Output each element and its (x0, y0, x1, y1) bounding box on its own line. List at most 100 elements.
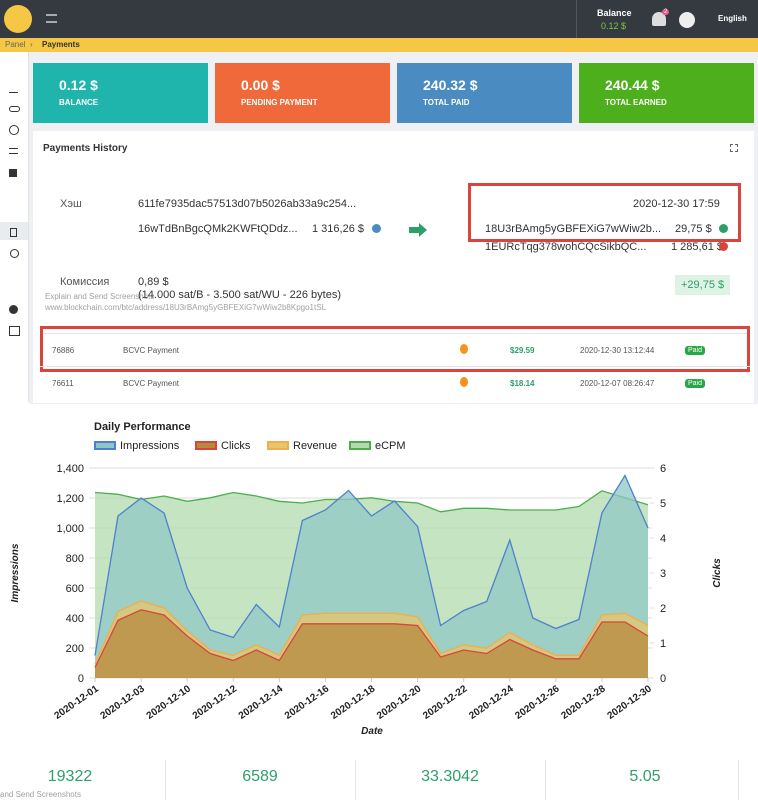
card-label: PENDING PAYMENT (241, 98, 318, 107)
nav-icon[interactable] (9, 148, 18, 154)
x-tick-label: 2020-12-26 (513, 683, 562, 722)
legend-label: eCPM (375, 440, 406, 452)
breadcrumb-sep: › (30, 40, 33, 49)
watermark: www.blockchain.com/btc/address/18U3rBAmg… (45, 303, 327, 312)
highlight-box (40, 326, 750, 372)
tx-hash[interactable]: 611fe7935dac57513d07b5026ab33a9c254... (138, 198, 357, 210)
payment-name: BCVC Payment (123, 346, 180, 355)
notification-badge: 2 (662, 9, 670, 15)
arrow-body (409, 227, 419, 233)
y2-tick-label: 2 (660, 603, 666, 615)
nav-active[interactable] (0, 222, 28, 240)
top-bar: Balance 0.12 $ 2 English (0, 0, 758, 38)
tx-date: 2020-12-30 17:59 (633, 198, 720, 210)
legend-swatch (94, 441, 116, 450)
globe-icon[interactable] (719, 224, 728, 233)
legend-swatch (195, 441, 217, 450)
globe-icon[interactable] (372, 224, 381, 233)
x-tick-label: 2020-12-10 (145, 683, 194, 722)
card-pending: 0.00 $ PENDING PAYMENT (215, 63, 390, 123)
payment-row[interactable]: 76886 BCVC Payment $29.59 2020-12-30 13:… (40, 333, 750, 368)
y-tick-label: 200 (66, 643, 84, 655)
card-value: 240.44 $ (605, 77, 660, 93)
x-tick-label: 2020-12-18 (329, 683, 378, 722)
stat-earnings: 33.3042 (421, 768, 479, 785)
received-amount: +29,75 $ (675, 275, 731, 295)
sidebar (0, 52, 29, 402)
fee: 0,89 $ (138, 276, 169, 288)
chart-title: Daily Performance (94, 421, 191, 433)
language[interactable]: English (718, 14, 747, 23)
nav-icon[interactable] (9, 326, 20, 336)
card-label: BALANCE (59, 98, 99, 107)
change-amount: 1 285,61 $ (671, 241, 723, 253)
breadcrumb-item: Payments (42, 40, 80, 49)
change-address[interactable]: 1EURcTqg378wohCQcSikbQC... (485, 241, 647, 253)
series-line (94, 474, 649, 656)
bell-icon[interactable] (652, 12, 666, 26)
payment-amount: $18.14 (510, 379, 535, 388)
chart: Daily Performance Date Impressions Click… (10, 421, 723, 737)
legend-swatch (267, 441, 289, 450)
y-tick-label: 600 (66, 583, 84, 595)
x-tick-label: 2020-12-14 (237, 683, 286, 722)
stat-impressions: 19322 (47, 768, 93, 785)
balance-value: 0.12 $ (601, 21, 627, 31)
separator (738, 760, 739, 800)
legend-label: Impressions (120, 440, 180, 452)
to-address[interactable]: 18U3rBAmg5yGBFEXiG7wWiw2b... (485, 223, 662, 235)
nav-icon[interactable] (9, 169, 17, 177)
globe-icon[interactable] (719, 242, 728, 251)
separator (165, 760, 166, 800)
nav-icon[interactable] (10, 228, 17, 237)
status-badge: Paid (685, 346, 706, 355)
y2-tick-label: 3 (660, 568, 666, 580)
x-axis-title: Date (361, 726, 383, 737)
nav-icon[interactable] (9, 125, 19, 135)
nav-icon[interactable] (9, 305, 18, 314)
x-tick-label: 2020-12-24 (467, 683, 516, 722)
x-tick-label: 2020-12-22 (421, 683, 470, 722)
payment-amount: $29.59 (510, 346, 535, 355)
y-tick-label: 1,000 (56, 523, 84, 535)
user-icon[interactable] (679, 12, 695, 28)
separator (545, 760, 546, 800)
from-amount: 1 316,26 $ (312, 223, 364, 235)
panel-title: Payments History (43, 143, 128, 154)
menu-toggle[interactable] (46, 14, 57, 23)
breadcrumb: Panel › Payments (0, 38, 758, 52)
nav-icon[interactable] (9, 88, 18, 93)
stat-clicks: 6589 (242, 768, 278, 785)
x-tick-label: 2020-12-30 (606, 683, 655, 722)
to-amount: 29,75 $ (675, 223, 712, 235)
payment-date: 2020-12-30 13:12:44 (580, 346, 655, 355)
y-tick-label: 800 (66, 553, 84, 565)
expand-icon[interactable] (730, 144, 738, 152)
payment-row[interactable]: 76611 BCVC Payment $18.14 2020-12-07 08:… (40, 366, 750, 401)
area-fill (95, 475, 648, 678)
y-tick-label: 0 (78, 673, 84, 685)
series-line (94, 600, 649, 665)
x-tick-label: 2020-12-20 (375, 683, 424, 722)
series-line (94, 490, 649, 513)
card-label: TOTAL EARNED (605, 98, 667, 107)
logo[interactable] (4, 5, 32, 33)
hash-label: Хэш (60, 198, 82, 210)
x-tick-label: 2020-12-03 (99, 683, 148, 722)
nav-icon[interactable] (9, 106, 20, 112)
card-label: TOTAL PAID (423, 98, 470, 107)
y2-tick-label: 1 (660, 638, 666, 650)
from-address[interactable]: 16wTdBnBgcQMk2KWFtQDdz... (138, 223, 298, 235)
separator (355, 760, 356, 800)
breadcrumb-item[interactable]: Panel (5, 40, 26, 49)
x-tick-label: 2020-12-01 (53, 683, 102, 722)
y2-tick-label: 5 (660, 498, 666, 510)
stat-ecpm: 5.05 (629, 768, 661, 785)
card-value: 0.12 $ (59, 77, 98, 93)
y2-axis-title: Clicks (712, 558, 723, 588)
card-earned: 240.44 $ TOTAL EARNED (579, 63, 754, 123)
btc-icon (460, 344, 468, 354)
status-badge: Paid (685, 379, 706, 388)
nav-icon[interactable] (10, 249, 19, 258)
